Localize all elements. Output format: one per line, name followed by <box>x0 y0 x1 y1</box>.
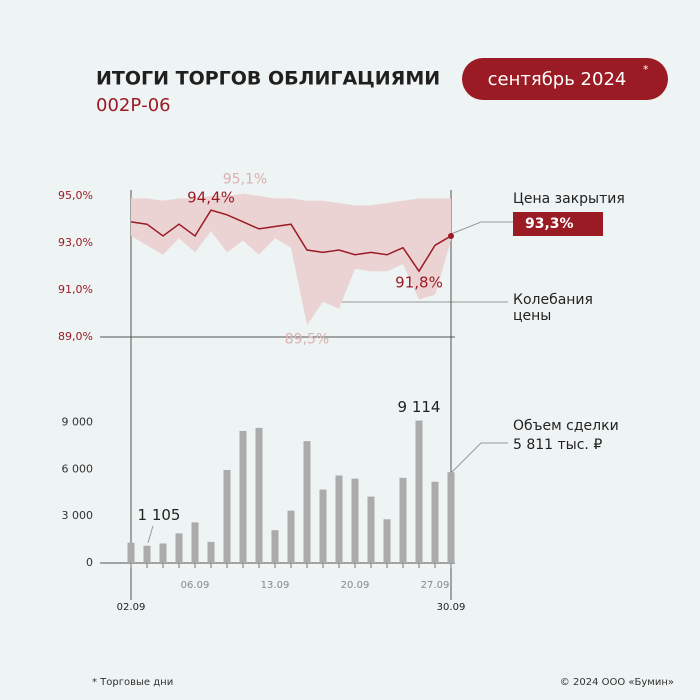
bar <box>127 542 135 563</box>
bar <box>255 427 263 563</box>
low-label: 89,5% <box>285 331 329 347</box>
period: сентябрь 2024 <box>488 69 627 90</box>
bar <box>287 510 295 563</box>
period-mark: * <box>643 63 649 76</box>
x-tick-label: 20.09 <box>341 580 370 591</box>
footnote: * Торговые дни <box>92 677 173 688</box>
close-point <box>448 232 454 239</box>
volume-label: 9 114 <box>398 398 441 416</box>
close-label: 94,4% <box>187 189 235 207</box>
y-tick-label: 95,0% <box>58 189 93 202</box>
x-tick-label: 06.09 <box>181 580 210 591</box>
bar <box>191 522 199 563</box>
bar <box>271 530 279 563</box>
bar <box>351 478 359 563</box>
bar <box>239 430 247 563</box>
last-volume: 5 811 тыс. ₽ <box>513 437 603 453</box>
bar <box>415 420 423 563</box>
legend-range: Колебания цены <box>513 292 593 324</box>
legend-close: Цена закрытия <box>513 191 625 207</box>
bar <box>159 543 167 563</box>
close-label: 91,8% <box>395 274 443 292</box>
bar <box>223 470 231 563</box>
y-tick-label: 89,0% <box>58 330 93 343</box>
last-close: 93,3% <box>513 212 603 236</box>
callout <box>450 221 482 235</box>
copyright: © 2024 ООО «Бумин» <box>560 677 674 688</box>
y-tick-label: 6 000 <box>62 462 94 475</box>
subtitle: 002Р-06 <box>96 95 171 116</box>
callout <box>450 442 482 474</box>
y-tick-label: 3 000 <box>62 509 94 522</box>
close-line <box>130 209 452 273</box>
x-tick-label: 02.09 <box>117 602 146 613</box>
y-tick-label: 91,0% <box>58 283 93 296</box>
bar <box>175 533 183 563</box>
bar <box>207 541 215 563</box>
bar <box>431 481 439 563</box>
bar <box>447 472 455 563</box>
bar <box>383 519 391 563</box>
x-tick-label: 30.09 <box>437 602 466 613</box>
volume-label: 1 105 <box>138 506 181 524</box>
period-badge <box>462 58 668 100</box>
bar <box>399 477 407 563</box>
bar <box>367 496 375 563</box>
bar <box>303 441 311 563</box>
y-tick-label: 93,0% <box>58 236 93 249</box>
bar <box>335 475 343 563</box>
legend-volume: Объем сделки <box>513 418 619 434</box>
y-tick-label: 0 <box>86 556 93 569</box>
high-label: 95,1% <box>223 172 267 188</box>
title: ИТОГИ ТОРГОВ ОБЛИГАЦИЯМИ <box>96 68 440 90</box>
bar <box>143 545 151 563</box>
x-tick-label: 13.09 <box>261 580 290 591</box>
x-tick-label: 27.09 <box>421 580 450 591</box>
y-tick-label: 9 000 <box>62 415 94 428</box>
label-leader <box>147 525 154 543</box>
bar <box>319 489 327 563</box>
price-range <box>131 193 451 326</box>
